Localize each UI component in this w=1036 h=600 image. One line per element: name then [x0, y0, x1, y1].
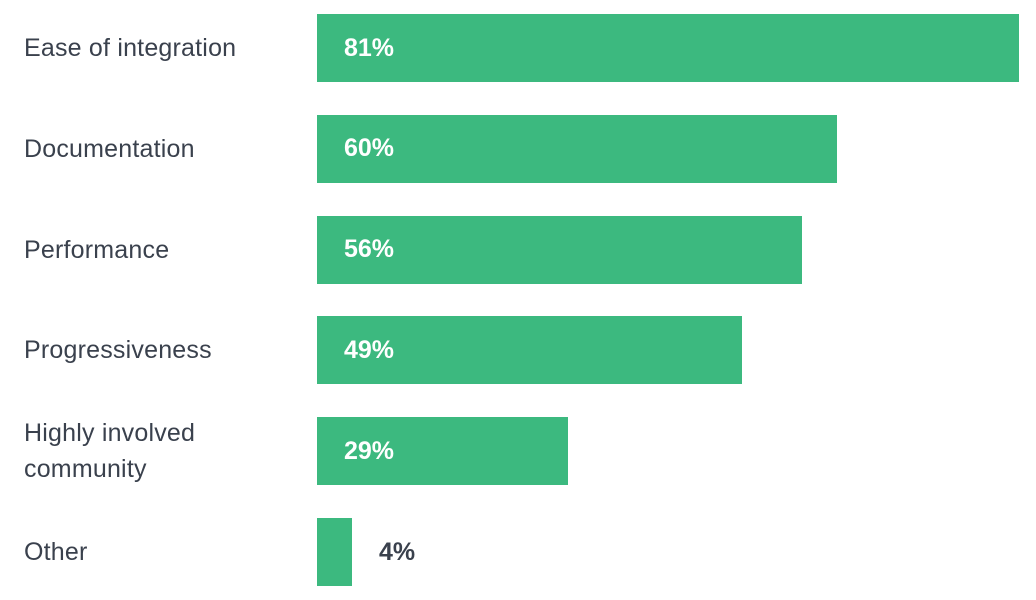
chart-row: Highly involved community 29%	[0, 417, 1036, 486]
value-label: 4%	[379, 537, 416, 566]
category-label: Progressiveness	[24, 336, 212, 365]
bar	[317, 417, 568, 486]
category-label: Ease of integration	[24, 34, 237, 62]
value-label: 60%	[344, 134, 395, 163]
category-label: Documentation	[24, 134, 195, 163]
chart-row: Performance 56%	[0, 215, 1036, 284]
bar	[317, 518, 352, 586]
bar	[317, 14, 1019, 82]
bar	[317, 215, 802, 284]
bar	[317, 316, 742, 385]
chart-row: Progressiveness 49%	[0, 316, 1036, 385]
bar	[317, 114, 837, 183]
value-label: 49%	[344, 335, 395, 364]
chart-row: Ease of integration 81%	[0, 14, 1036, 82]
value-label: 56%	[344, 235, 395, 264]
chart-row: Documentation 60%	[0, 114, 1036, 183]
category-label: Highly involved community	[24, 419, 196, 484]
value-label: 29%	[344, 436, 395, 465]
category-label: Other	[24, 538, 88, 566]
category-label: Performance	[24, 235, 170, 264]
value-label: 81%	[344, 33, 395, 62]
chart-row: Other 4%	[0, 518, 1036, 586]
